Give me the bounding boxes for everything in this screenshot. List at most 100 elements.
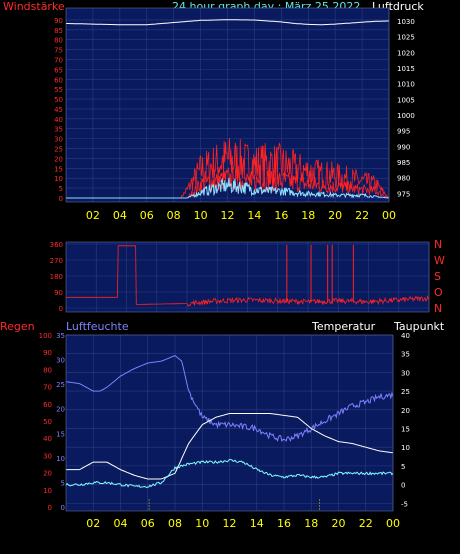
wind-series-average [66,177,390,199]
temperature-panel-frame [65,334,394,512]
hour-label: 18 [301,209,315,222]
temperature-tick-label: -5 [401,500,408,508]
rain-tick-label: 0 [48,504,52,512]
hour-label: 16 [277,517,291,530]
rain-tick-label: 20 [43,470,52,478]
hour-label: 08 [168,517,182,530]
wind-tick-label: 20 [54,155,63,163]
direction-tick-label: 270 [50,257,63,265]
humidity-tick-label: 35 [56,332,65,340]
temperature-tick-label: 5 [401,463,405,471]
hour-label: 04 [114,517,128,530]
hour-label: 08 [167,209,181,222]
wind-panel-frame [65,7,390,203]
hour-label: 22 [359,517,373,530]
hour-label: 12 [221,209,235,222]
compass-label: N [434,302,442,315]
temperature-axis-title: Temperatur [312,320,376,333]
wind-tick-label: 55 [54,86,63,94]
hour-label: 10 [195,517,209,530]
hour-label: 16 [274,209,288,222]
pressure-tick-label: 985 [397,159,410,167]
humidity-tick-label: 15 [56,430,65,438]
temperature-tick-label: 25 [401,388,410,396]
hour-label: 10 [194,209,208,222]
hour-label: 18 [304,517,318,530]
compass-label: W [434,254,445,267]
rain-tick-label: 70 [43,384,52,392]
rain-tick-label: 40 [43,435,52,443]
direction-tick-label: 180 [50,273,63,281]
temperature-tick-label: 35 [401,351,410,359]
pressure-tick-label: 990 [397,143,410,151]
rain-tick-label: 10 [43,487,52,495]
direction-line [66,245,430,307]
direction-tick-label: 360 [50,241,63,249]
compass-label: S [434,270,441,283]
temperature-tick-label: 0 [401,482,405,490]
wind-tick-label: 85 [54,27,63,35]
pressure-tick-label: 1005 [397,96,415,104]
pressure-tick-label: 1030 [397,18,415,26]
rain-tick-label: 80 [43,366,52,374]
hour-label: 00 [386,517,400,530]
rain-tick-label: 90 [43,349,52,357]
hour-label: 02 [86,209,100,222]
wind-tick-label: 90 [54,17,63,25]
hour-label: 00 [382,209,396,222]
wind-tick-label: 65 [54,66,63,74]
wind-tick-label: 30 [54,136,63,144]
rain-tick-label: 60 [43,401,52,409]
direction-panel-frame [65,241,430,313]
hour-label: 04 [113,209,127,222]
humidity-tick-label: 10 [56,455,65,463]
wind-tick-label: 40 [54,116,63,124]
pressure-tick-label: 1015 [397,65,415,73]
hour-label: 06 [140,209,154,222]
pressure-tick-label: 1020 [397,49,415,57]
pressure-tick-label: 1010 [397,81,415,89]
hour-label: 12 [223,517,237,530]
compass-label: O [434,286,443,299]
wind-tick-label: 75 [54,47,63,55]
wind-tick-label: 45 [54,106,63,114]
rain-tick-label: 30 [43,452,52,460]
rain-tick-label: 50 [43,418,52,426]
humidity-axis-title: Luftfeuchte [66,320,129,333]
hour-label: 02 [86,517,100,530]
humidity-line [65,355,394,443]
dewpoint-axis-title: Taupunkt [394,320,445,333]
temperature-tick-label: 10 [401,444,410,452]
rain-axis-title: Regen [0,320,35,333]
humidity-tick-label: 25 [56,381,65,389]
wind-tick-label: 0 [59,195,63,203]
pressure-tick-label: 1000 [397,112,415,120]
humidity-tick-label: 5 [61,479,65,487]
compass-label: N [434,238,442,251]
hour-label: 20 [328,209,342,222]
wind-tick-label: 60 [54,76,63,84]
hour-label: 06 [141,517,155,530]
temperature-tick-label: 15 [401,425,410,433]
wind-tick-label: 15 [54,165,63,173]
pressure-line [66,19,389,26]
humidity-tick-label: 0 [61,504,65,512]
rain-tick-label: 100 [39,332,52,340]
humidity-tick-label: 20 [56,406,65,414]
hour-label: 22 [355,209,369,222]
wind-tick-label: 5 [59,185,63,193]
wind-axis-title: Windstärke [3,0,65,13]
wind-tick-label: 80 [54,37,63,45]
pressure-tick-label: 1025 [397,34,415,42]
temperature-line [66,413,394,480]
hour-label: 20 [332,517,346,530]
wind-tick-label: 50 [54,96,63,104]
direction-tick-label: 90 [54,289,63,297]
direction-tick-label: 0 [59,305,63,313]
temperature-tick-label: 30 [401,369,410,377]
hour-label: 14 [247,209,261,222]
temperature-tick-label: 20 [401,407,410,415]
wind-tick-label: 25 [54,146,63,154]
wind-tick-label: 35 [54,126,63,134]
